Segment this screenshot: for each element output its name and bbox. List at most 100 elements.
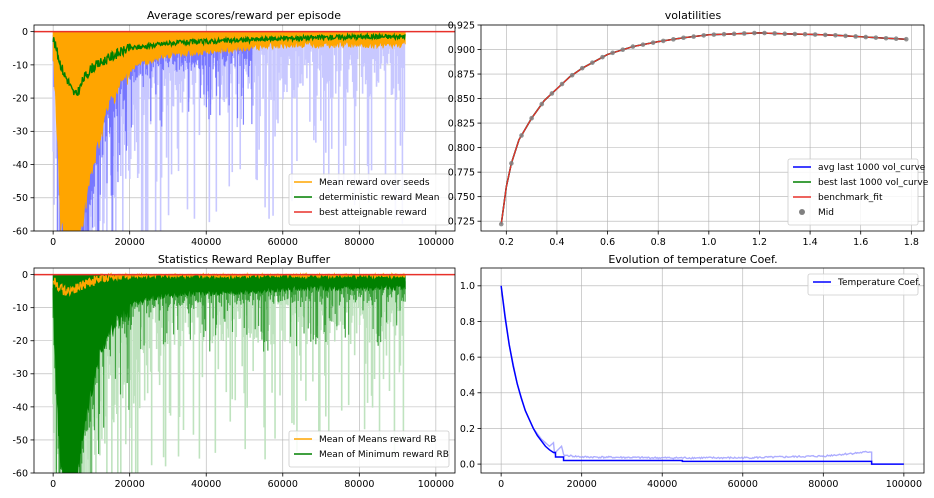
x-tick-label: 40000 bbox=[647, 479, 677, 490]
mid-point bbox=[549, 91, 555, 96]
mid-point bbox=[600, 54, 605, 60]
panel-average-scores: Average scores/reward per episode 0 20000… bbox=[12, 9, 456, 248]
y-tick-label: -30 bbox=[12, 369, 28, 380]
mid-point bbox=[792, 31, 798, 37]
legend: Mean reward over seeds deterministic rewa… bbox=[288, 173, 450, 226]
x-tick-label: 1.8 bbox=[904, 237, 919, 248]
mid-point bbox=[640, 42, 646, 47]
legend-label: deterministic reward Mean bbox=[319, 193, 439, 203]
legend: Mean of Means reward RB Mean of Minimum r… bbox=[288, 430, 450, 468]
series-temperature bbox=[500, 285, 904, 465]
mid-point bbox=[498, 221, 504, 227]
y-tick-label: 1.0 bbox=[460, 281, 475, 292]
plot-area: 0 20000 40000 60000 80000 100000 -60 -50 -40 -30 -… bbox=[12, 24, 456, 248]
x-tick-label: 1.2 bbox=[752, 237, 767, 248]
mid-point bbox=[650, 40, 656, 45]
legend-box bbox=[787, 158, 919, 226]
y-tick-label: 0.825 bbox=[448, 118, 475, 129]
x-tick-label: 0 bbox=[498, 479, 504, 490]
mid-point bbox=[873, 35, 879, 40]
mid-point bbox=[772, 31, 777, 36]
plot-area: 0 20000 40000 60000 80000 100000 0.0 0.2 0.4 0.6 0… bbox=[460, 267, 925, 490]
panel-title: Evolution of temperature Coef. bbox=[608, 253, 777, 266]
x-tick-label: 0.4 bbox=[549, 237, 564, 248]
x-tick-label: 0 bbox=[50, 479, 56, 490]
y-tick-label: -20 bbox=[12, 93, 28, 104]
legend-box bbox=[288, 173, 450, 226]
panel-volatilities: volatilities 0.2 0.4 0.6 0.8 1.0 1.2 1.4 1.6 1.8… bbox=[448, 9, 929, 248]
legend-box bbox=[288, 430, 450, 468]
series-benchmark-fit bbox=[500, 32, 907, 225]
plot-area: 0.2 0.4 0.6 0.8 1.0 1.2 1.4 1.6 1.8 0.725 0.750 0.7… bbox=[448, 20, 925, 248]
x-tick-label: 40000 bbox=[191, 237, 221, 248]
axes-frame bbox=[33, 24, 456, 232]
legend-label: avg last 1000 vol_curve bbox=[818, 163, 926, 173]
mid-point bbox=[590, 60, 595, 65]
x-tick-label: 60000 bbox=[268, 479, 298, 490]
y-tick-label: 0.900 bbox=[448, 45, 475, 56]
mid-point bbox=[671, 37, 676, 42]
mid-point bbox=[559, 81, 565, 87]
y-tick-label: 0.850 bbox=[448, 94, 475, 105]
x-tick-label: 80000 bbox=[808, 479, 838, 490]
legend-label: best last 1000 vol_curve bbox=[818, 178, 929, 188]
x-tick-label: 40000 bbox=[191, 479, 221, 490]
mid-point bbox=[883, 35, 889, 41]
mid-point bbox=[509, 161, 514, 166]
mid-point bbox=[610, 50, 615, 56]
data-layer bbox=[498, 30, 909, 227]
mid-point bbox=[782, 31, 788, 37]
x-tick-label: 20000 bbox=[115, 237, 145, 248]
x-tick-label: 0.2 bbox=[499, 237, 514, 248]
mid-point bbox=[843, 33, 848, 39]
x-tick-label: 100000 bbox=[886, 479, 922, 490]
y-tick-label: 0 bbox=[22, 27, 28, 38]
x-tick-label: 80000 bbox=[344, 479, 374, 490]
mid-point bbox=[691, 34, 696, 39]
x-tick-label: 20000 bbox=[567, 479, 597, 490]
mid-point bbox=[660, 38, 666, 44]
mid-point bbox=[741, 31, 747, 36]
mid-point bbox=[802, 31, 808, 37]
series-band-light bbox=[500, 285, 873, 465]
series-band-Mean of Minimum reward RB bbox=[52, 274, 406, 473]
y-tick-label: -30 bbox=[12, 127, 28, 138]
y-tick-label: 0.875 bbox=[448, 69, 475, 80]
y-tick-label: 0.800 bbox=[448, 143, 475, 154]
mid-point bbox=[529, 115, 534, 121]
y-tick-label: -10 bbox=[12, 60, 28, 71]
legend-label: Mid bbox=[818, 208, 834, 218]
x-tick-label: 60000 bbox=[268, 237, 298, 248]
x-tick-label: 100000 bbox=[418, 479, 454, 490]
y-tick-label: 0.750 bbox=[448, 192, 475, 203]
y-tick-label: -60 bbox=[12, 468, 28, 479]
panel-title: volatilities bbox=[665, 9, 722, 22]
panel-replay-buffer: Statistics Reward Replay Buffer 0 20000 40… bbox=[12, 253, 456, 490]
data-layer bbox=[34, 271, 455, 473]
axes-frame bbox=[480, 24, 925, 232]
mid-point bbox=[681, 35, 686, 41]
y-tick-label: -20 bbox=[12, 336, 28, 347]
plot-area: 0 20000 40000 60000 80000 100000 -60 -50 -40 -30 -… bbox=[12, 267, 456, 490]
data-layer bbox=[34, 30, 455, 231]
mid-point bbox=[812, 32, 818, 37]
mid-point bbox=[762, 30, 767, 36]
mid-point bbox=[833, 33, 838, 38]
mid-point bbox=[721, 31, 727, 37]
x-tick-label: 1.4 bbox=[803, 237, 818, 248]
mid-point bbox=[893, 36, 899, 42]
panel-title: Average scores/reward per episode bbox=[147, 9, 341, 22]
panel-title: Statistics Reward Replay Buffer bbox=[158, 253, 331, 266]
mid-point bbox=[903, 36, 909, 42]
axes-frame bbox=[480, 267, 925, 474]
y-tick-label: 0.8 bbox=[460, 317, 475, 328]
y-tick-label: 0 bbox=[22, 270, 28, 281]
mid-point bbox=[630, 44, 636, 49]
legend-box bbox=[807, 273, 919, 296]
x-tick-label: 0.8 bbox=[651, 237, 666, 248]
legend-marker bbox=[799, 209, 805, 215]
mid-point bbox=[539, 101, 545, 107]
y-tick-label: -60 bbox=[12, 226, 28, 237]
axes-frame bbox=[33, 267, 456, 474]
